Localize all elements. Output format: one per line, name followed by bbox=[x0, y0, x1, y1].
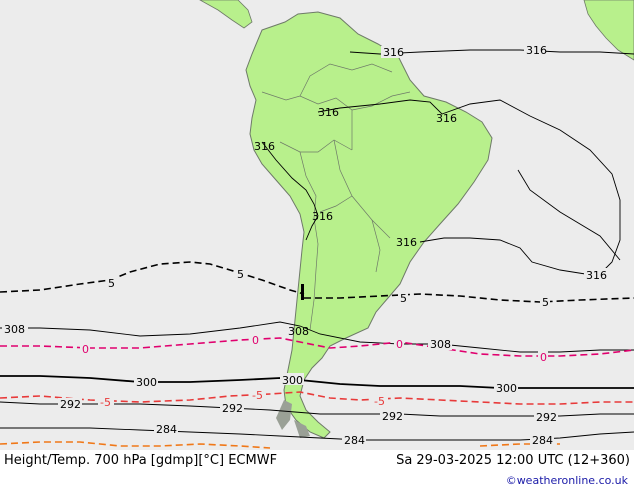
label-t0-b: 0 bbox=[252, 334, 259, 347]
andes-marker bbox=[301, 284, 304, 300]
isotherm-5 bbox=[304, 293, 634, 303]
contour-316-bay bbox=[419, 237, 599, 277]
map-caption: Height/Temp. 700 hPa [gdmp][°C] ECMWF bbox=[4, 453, 278, 468]
label-t0-a: 0 bbox=[82, 343, 89, 356]
label-316-f: 316 bbox=[312, 210, 333, 223]
height-contours bbox=[0, 49, 634, 441]
map-footer: Height/Temp. 700 hPa [gdmp][°C] ECMWF Sa… bbox=[0, 450, 634, 490]
contour-labels: 316 316 316 316 316 316 316 316 5 5 5 5 … bbox=[2, 44, 608, 447]
isotherm-minus10 bbox=[0, 441, 271, 449]
label-292-c: 292 bbox=[382, 410, 403, 423]
country-borders bbox=[261, 63, 411, 331]
label-308-b: 308 bbox=[288, 325, 309, 338]
label-316-d: 316 bbox=[436, 112, 457, 125]
contour-316-andes bbox=[261, 141, 319, 241]
south-america-land bbox=[245, 11, 493, 439]
label-316-a: 316 bbox=[383, 46, 404, 59]
label-308-c: 308 bbox=[430, 338, 451, 351]
contour-300 bbox=[0, 375, 634, 389]
map-valid-time: Sa 29-03-2025 12:00 UTC (12+360) bbox=[396, 453, 630, 468]
label-284-c: 284 bbox=[532, 434, 553, 447]
contour-316-coast bbox=[317, 99, 621, 277]
label-292-b: 292 bbox=[222, 402, 243, 415]
label-316-c: 316 bbox=[318, 106, 339, 119]
label-292-a: 292 bbox=[60, 398, 81, 411]
label-t0-d: 0 bbox=[540, 351, 547, 364]
label-300-b: 300 bbox=[282, 374, 303, 387]
label-t5-c: 5 bbox=[400, 292, 407, 305]
central-america-land bbox=[199, 0, 253, 29]
isotherm-minus5 bbox=[0, 391, 634, 405]
label-t5-b: 5 bbox=[237, 268, 244, 281]
label-284-b: 284 bbox=[344, 434, 365, 447]
label-tm5-b: -5 bbox=[252, 389, 263, 402]
weather-map: 316 316 316 316 316 316 316 316 5 5 5 5 … bbox=[0, 0, 634, 450]
label-292-d: 292 bbox=[536, 411, 557, 424]
label-284-a: 284 bbox=[156, 423, 177, 436]
label-316-e: 316 bbox=[254, 140, 275, 153]
contour-308 bbox=[0, 321, 634, 353]
africa-land bbox=[583, 0, 634, 61]
label-300-c: 300 bbox=[496, 382, 517, 395]
label-316-b: 316 bbox=[526, 44, 547, 57]
isotherm-0 bbox=[0, 337, 634, 357]
isotherm-5-north bbox=[0, 261, 305, 295]
label-316-h: 316 bbox=[586, 269, 607, 282]
label-300-a: 300 bbox=[136, 376, 157, 389]
label-t5-d: 5 bbox=[542, 296, 549, 309]
contour-316-west bbox=[517, 169, 621, 261]
label-316-g: 316 bbox=[396, 236, 417, 249]
label-tm5-a: -5 bbox=[100, 396, 111, 409]
chile-islands bbox=[276, 400, 310, 438]
label-308-a: 308 bbox=[4, 323, 25, 336]
watermark-link[interactable]: ©weatheronline.co.uk bbox=[505, 474, 628, 487]
label-t5-a: 5 bbox=[108, 277, 115, 290]
label-t0-c: 0 bbox=[396, 338, 403, 351]
label-tm5-c: -5 bbox=[374, 395, 385, 408]
